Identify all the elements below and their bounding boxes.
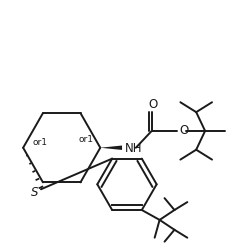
Text: or1: or1 xyxy=(79,135,94,144)
Text: O: O xyxy=(180,124,189,137)
Polygon shape xyxy=(100,146,122,150)
Text: S: S xyxy=(31,186,39,199)
Text: O: O xyxy=(148,98,157,111)
Text: NH: NH xyxy=(125,142,142,155)
Text: or1: or1 xyxy=(32,138,48,147)
